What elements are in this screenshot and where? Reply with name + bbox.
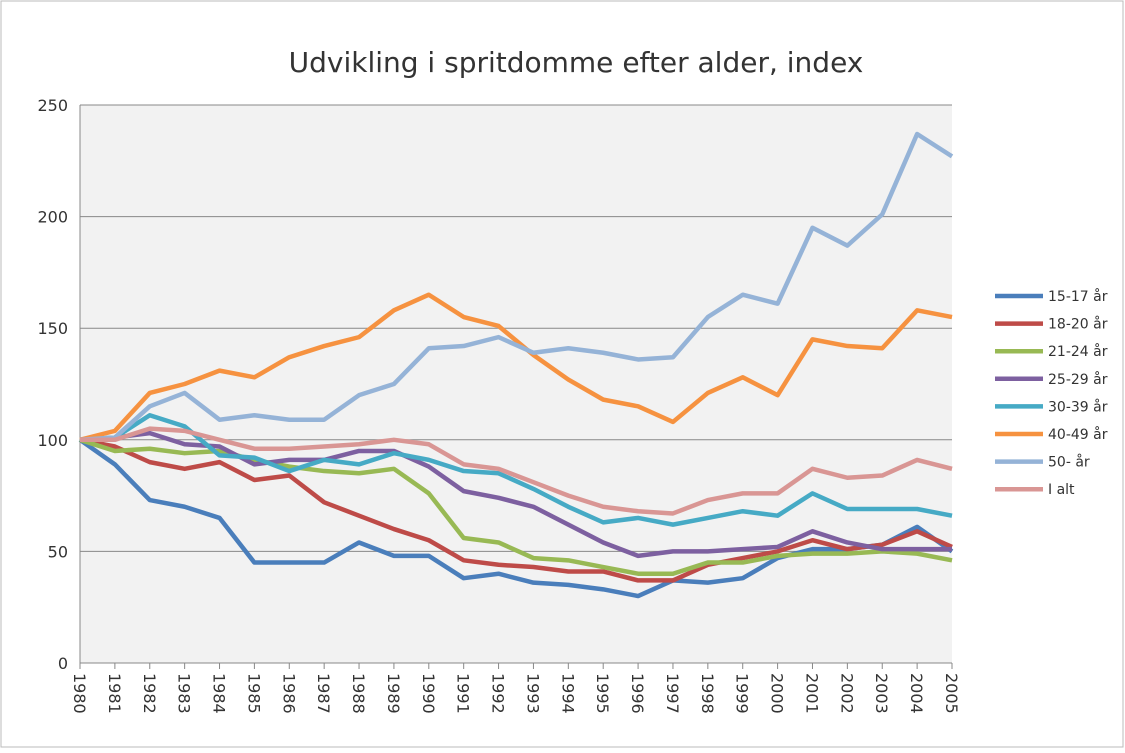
legend-label: 25-29 år (1048, 371, 1108, 388)
line-series (79, 292, 953, 442)
line-series (79, 437, 953, 576)
y-tick-label: 100 (37, 431, 68, 450)
x-tick-label: 1986 (279, 673, 298, 714)
y-tick-label: 150 (37, 319, 68, 338)
x-tick-label: 2000 (768, 673, 787, 714)
x-tick-label: 1996 (628, 673, 647, 714)
x-tick-label: 1995 (593, 673, 612, 714)
plot-area (80, 105, 952, 663)
line-series (80, 426, 953, 516)
y-tick-label: 0 (58, 654, 68, 673)
x-tick-label: 1994 (558, 673, 577, 714)
line-series (79, 131, 954, 443)
line-series (79, 430, 952, 559)
x-tick-label: 2003 (872, 673, 891, 714)
y-tick-label: 50 (48, 542, 68, 561)
legend-label: 21-24 år (1048, 343, 1108, 360)
y-tick-label: 250 (37, 96, 68, 115)
x-tick-label: 1984 (210, 673, 229, 714)
line-series (79, 412, 953, 527)
legend-label: 30-39 år (1048, 398, 1108, 415)
x-tick-label: 2002 (837, 673, 856, 714)
x-tick-label: 1992 (489, 673, 508, 714)
x-tick-label: 1989 (384, 673, 403, 714)
x-tick-label: 1997 (663, 673, 682, 714)
legend-label: 18-20 år (1048, 316, 1108, 333)
x-tick-label: 1988 (349, 673, 368, 714)
x-tick-label: 2004 (907, 673, 926, 714)
x-tick-label: 1991 (454, 673, 473, 714)
x-tick-label: 1998 (698, 673, 717, 714)
line-series (78, 437, 954, 599)
x-tick-label: 1985 (244, 673, 263, 714)
legend-label: 15-17 år (1048, 288, 1108, 305)
legend-label: 50- år (1048, 454, 1090, 471)
x-tick-label: 1982 (140, 673, 159, 714)
x-tick-label: 2001 (802, 673, 821, 714)
x-tick-label: 1983 (175, 673, 194, 714)
x-tick-label: 1987 (314, 673, 333, 714)
x-tick-label: 1990 (419, 673, 438, 714)
x-tick-label: 1980 (70, 673, 89, 714)
chart-title: Udvikling i spritdomme efter alder, inde… (289, 46, 864, 79)
legend-label: I alt (1048, 482, 1075, 498)
line-series (79, 437, 953, 583)
x-tick-label: 1981 (105, 673, 124, 714)
legend-label: 40-49 år (1048, 426, 1108, 443)
x-tick-label: 1999 (733, 673, 752, 714)
x-tick-label: 2005 (942, 673, 961, 714)
y-tick-label: 200 (37, 208, 68, 227)
x-tick-label: 1993 (523, 673, 542, 714)
